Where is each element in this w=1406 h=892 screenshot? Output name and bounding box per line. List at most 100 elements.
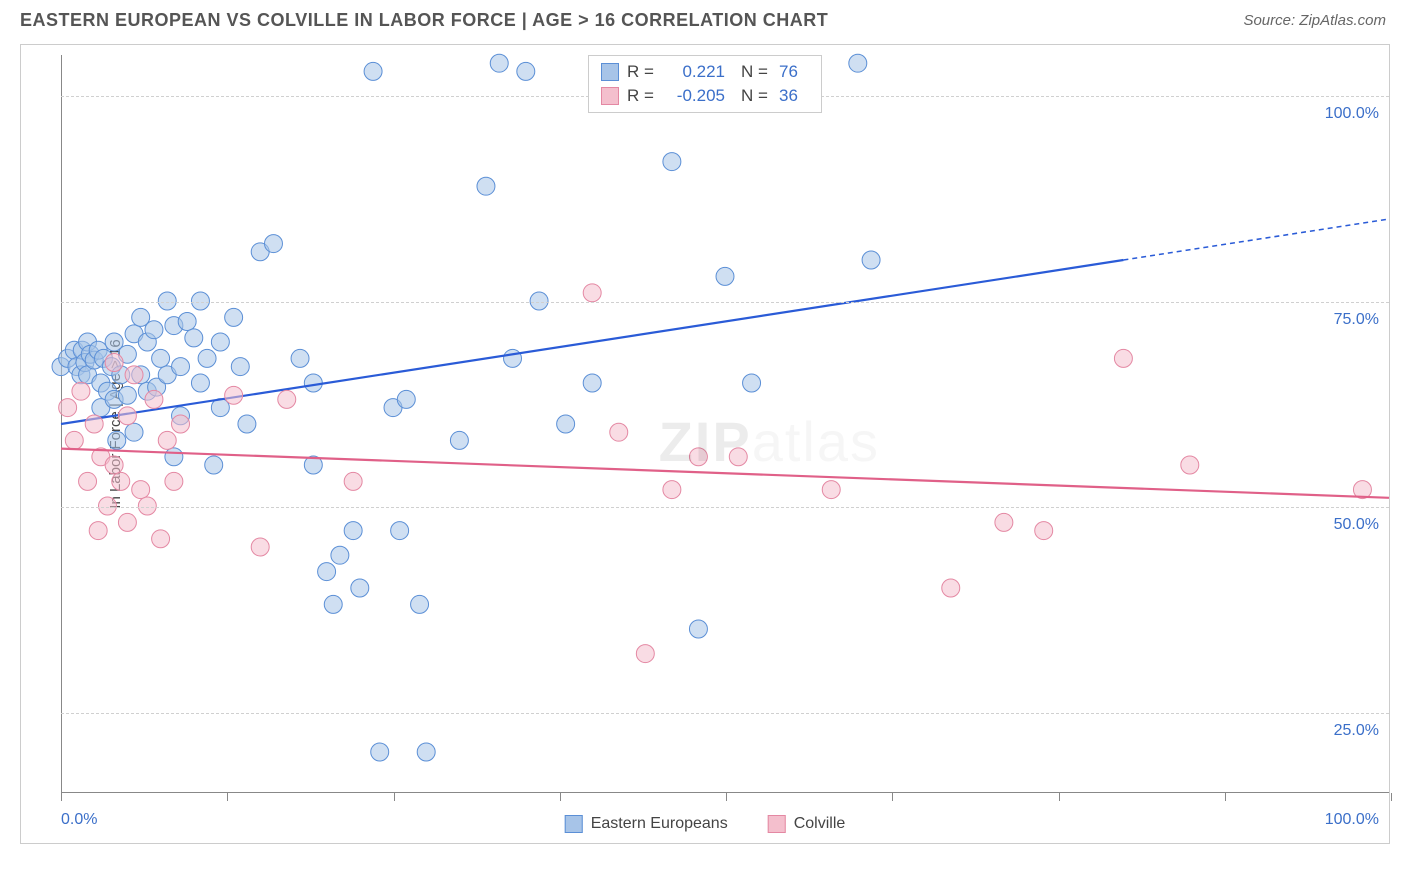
data-point xyxy=(145,321,163,339)
data-point xyxy=(98,497,116,515)
data-point xyxy=(716,267,734,285)
data-point xyxy=(205,456,223,474)
legend-correlation-row: R = 0.221 N = 76 xyxy=(601,60,809,84)
data-point xyxy=(185,329,203,347)
data-point xyxy=(112,472,130,490)
legend-n-label: N = xyxy=(741,86,771,106)
data-point xyxy=(125,366,143,384)
data-point xyxy=(231,358,249,376)
data-point xyxy=(689,448,707,466)
data-point xyxy=(689,620,707,638)
data-point xyxy=(278,390,296,408)
plot-area: In Labor Force | Age > 16 ZIPatlas 25.0%… xyxy=(61,55,1389,793)
data-point xyxy=(557,415,575,433)
data-point xyxy=(225,386,243,404)
y-tick-label: 75.0% xyxy=(1334,311,1379,329)
x-tick xyxy=(1225,793,1226,801)
data-point xyxy=(610,423,628,441)
data-point xyxy=(318,563,336,581)
x-tick xyxy=(394,793,395,801)
legend-item: Eastern Europeans xyxy=(565,815,728,833)
data-point xyxy=(583,374,601,392)
data-point xyxy=(1114,349,1132,367)
legend-r-label: R = xyxy=(627,86,657,106)
data-point xyxy=(118,407,136,425)
y-tick-label: 25.0% xyxy=(1334,722,1379,740)
x-tick xyxy=(227,793,228,801)
data-point xyxy=(504,349,522,367)
data-point xyxy=(822,481,840,499)
data-point xyxy=(152,530,170,548)
grid-line xyxy=(61,507,1389,508)
data-point xyxy=(89,522,107,540)
data-point xyxy=(238,415,256,433)
x-min-label: 0.0% xyxy=(61,811,97,829)
data-point xyxy=(138,497,156,515)
legend-r-value: 0.221 xyxy=(665,62,725,82)
series-legend: Eastern Europeans Colville xyxy=(565,815,846,833)
data-point xyxy=(1181,456,1199,474)
y-tick-label: 50.0% xyxy=(1334,516,1379,534)
data-point xyxy=(59,399,77,417)
data-point xyxy=(85,415,103,433)
chart-header: EASTERN EUROPEAN VS COLVILLE IN LABOR FO… xyxy=(0,0,1406,35)
data-point xyxy=(397,390,415,408)
x-tick xyxy=(892,793,893,801)
data-point xyxy=(165,472,183,490)
legend-correlation-row: R = -0.205 N = 36 xyxy=(601,84,809,108)
data-point xyxy=(172,358,190,376)
data-point xyxy=(105,456,123,474)
data-point xyxy=(191,374,209,392)
data-point xyxy=(371,743,389,761)
data-point xyxy=(517,62,535,80)
data-point xyxy=(225,308,243,326)
data-point xyxy=(344,522,362,540)
data-point xyxy=(663,153,681,171)
data-point xyxy=(351,579,369,597)
data-point xyxy=(125,423,143,441)
plot-svg xyxy=(61,55,1389,793)
data-point xyxy=(178,313,196,331)
grid-line xyxy=(61,302,1389,303)
data-point xyxy=(450,431,468,449)
data-point xyxy=(862,251,880,269)
data-point xyxy=(942,579,960,597)
data-point xyxy=(291,349,309,367)
data-point xyxy=(391,522,409,540)
legend-swatch xyxy=(565,815,583,833)
data-point xyxy=(79,472,97,490)
legend-swatch xyxy=(601,63,619,81)
x-max-label: 100.0% xyxy=(1325,811,1379,829)
chart-title: EASTERN EUROPEAN VS COLVILLE IN LABOR FO… xyxy=(20,10,828,31)
y-tick-label: 100.0% xyxy=(1325,105,1379,123)
legend-n-value: 36 xyxy=(779,86,809,106)
x-tick xyxy=(1059,793,1060,801)
data-point xyxy=(251,538,269,556)
legend-n-value: 76 xyxy=(779,62,809,82)
data-point xyxy=(344,472,362,490)
legend-r-label: R = xyxy=(627,62,657,82)
data-point xyxy=(105,354,123,372)
grid-line xyxy=(61,713,1389,714)
x-tick xyxy=(61,793,62,801)
data-point xyxy=(264,235,282,253)
chart-container: In Labor Force | Age > 16 ZIPatlas 25.0%… xyxy=(20,44,1390,844)
legend-item: Colville xyxy=(768,815,846,833)
data-point xyxy=(364,62,382,80)
data-point xyxy=(417,743,435,761)
data-point xyxy=(145,390,163,408)
data-point xyxy=(198,349,216,367)
data-point xyxy=(411,595,429,613)
data-point xyxy=(165,448,183,466)
x-tick xyxy=(726,793,727,801)
legend-swatch xyxy=(601,87,619,105)
data-point xyxy=(331,546,349,564)
legend-r-value: -0.205 xyxy=(665,86,725,106)
data-point xyxy=(132,481,150,499)
data-point xyxy=(477,177,495,195)
data-point xyxy=(849,54,867,72)
data-point xyxy=(636,645,654,663)
data-point xyxy=(152,349,170,367)
data-point xyxy=(158,431,176,449)
legend-n-label: N = xyxy=(741,62,771,82)
